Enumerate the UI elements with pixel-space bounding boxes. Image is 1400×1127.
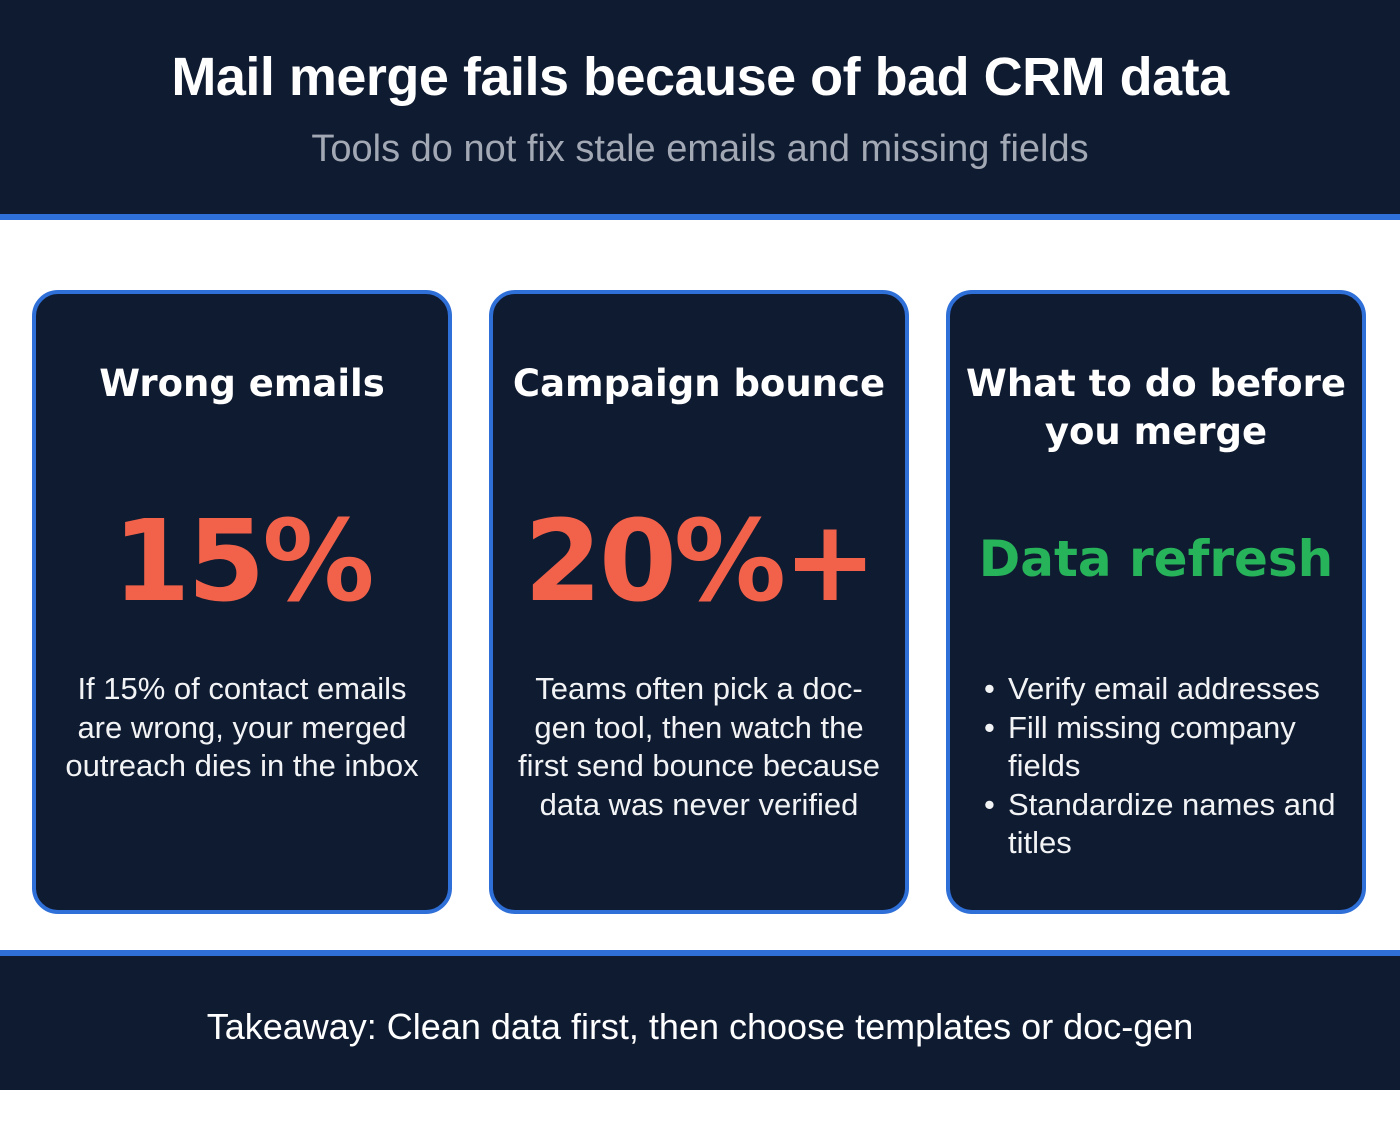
card-title: Campaign bounce — [512, 362, 886, 405]
bullet-icon: • — [984, 671, 995, 706]
page-title: Mail merge fails because of bad CRM data — [171, 47, 1229, 107]
card-title: Wrong emails — [99, 362, 385, 405]
checklist-item-text: Standardize names and titles — [1008, 786, 1336, 861]
page-subtitle: Tools do not fix stale emails and missin… — [311, 128, 1089, 170]
card-title: What to do before you merge — [966, 362, 1346, 453]
footer-banner: Takeaway: Clean data first, then choose … — [0, 950, 1400, 1090]
card-stat: Data refresh — [978, 530, 1334, 588]
header-banner: Mail merge fails because of bad CRM data… — [0, 0, 1400, 220]
bullet-icon: • — [984, 786, 995, 822]
checklist: • Verify email addresses • Fill missing … — [984, 670, 1342, 863]
card-campaign-bounce: Campaign bounce 20%+ Teams often pick a … — [489, 290, 909, 914]
checklist-item: • Standardize names and titles — [984, 786, 1342, 863]
takeaway-text: Takeaway: Clean data first, then choose … — [206, 1006, 1194, 1047]
checklist-item-text: Fill missing company fields — [1008, 709, 1296, 784]
checklist-item: • Fill missing company fields — [984, 709, 1342, 786]
checklist-item: • Verify email addresses — [984, 670, 1342, 709]
card-stat: 15% — [112, 497, 374, 627]
card-description: If 15% of contact emails are wrong, your… — [65, 671, 419, 783]
card-description: Teams often pick a doc-gen tool, then wa… — [518, 671, 880, 822]
card-before-merge: What to do before you merge Data refresh… — [946, 290, 1366, 914]
card-stat: 20%+ — [524, 497, 877, 627]
checklist-item-text: Verify email addresses — [1008, 671, 1320, 706]
card-wrong-emails: Wrong emails 15% If 15% of contact email… — [32, 290, 452, 914]
bullet-icon: • — [984, 709, 995, 745]
